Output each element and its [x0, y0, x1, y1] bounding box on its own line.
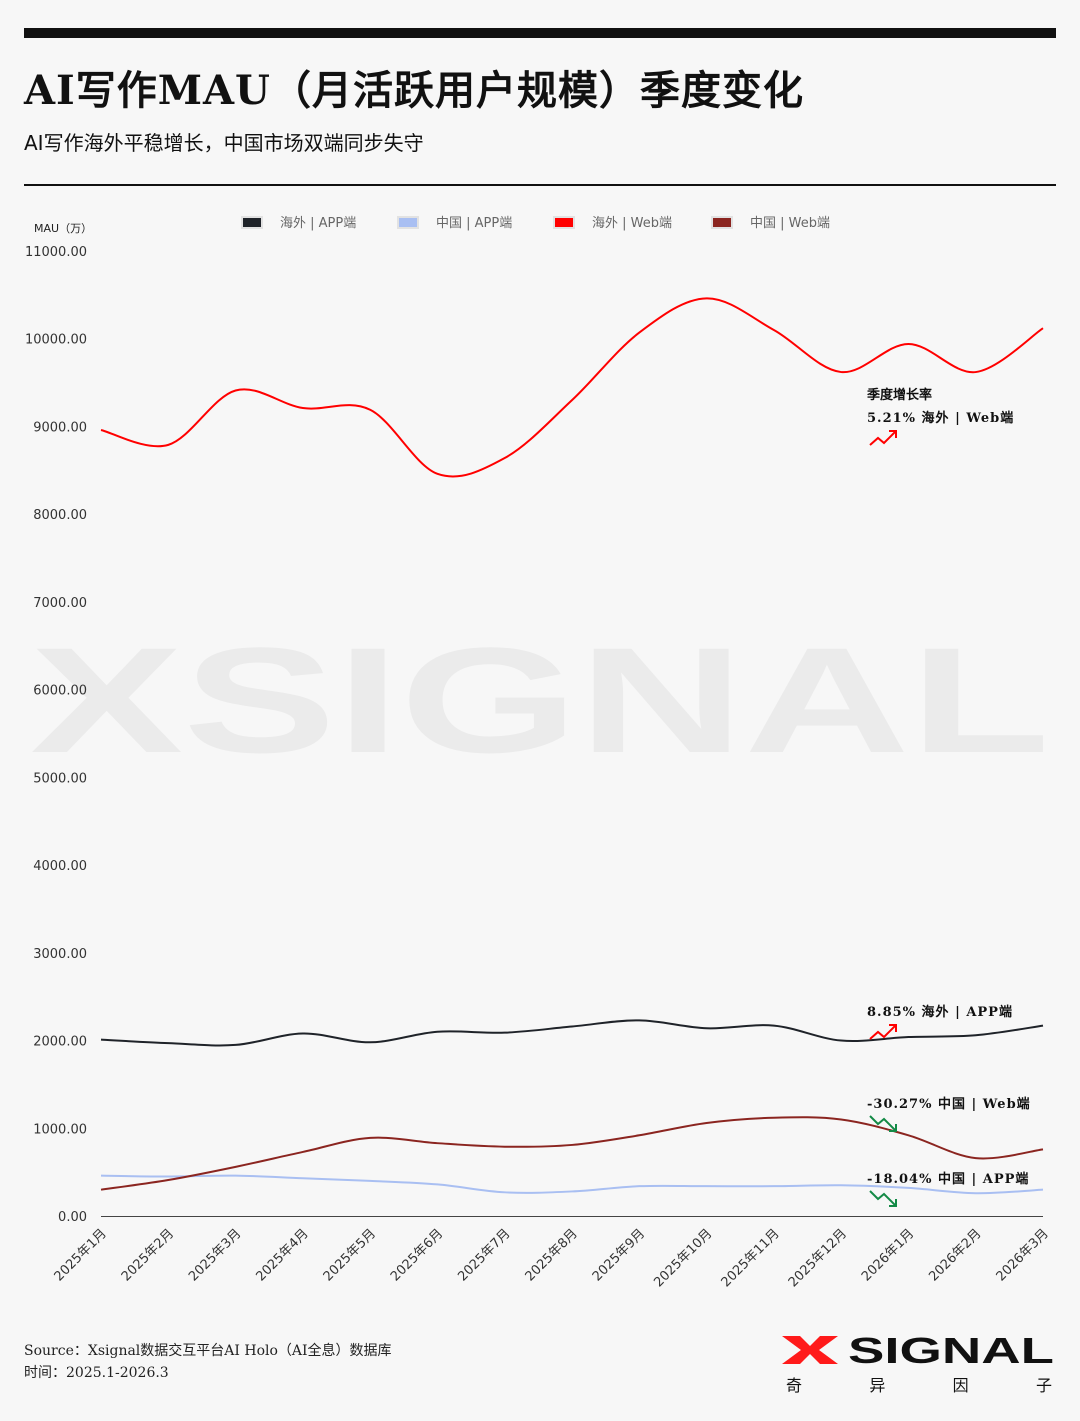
trend-up-icon: [869, 1024, 897, 1040]
arrow-head-icon: [889, 1124, 897, 1132]
watermark: XSIGNAL: [30, 616, 1050, 784]
x-tick-label: 2025年7月: [455, 1226, 513, 1284]
x-tick-label: 2025年8月: [523, 1226, 581, 1284]
legend-swatch: [397, 216, 419, 229]
x-tick-label: 2025年6月: [388, 1226, 446, 1284]
x-tick-label: 2025年5月: [321, 1226, 379, 1284]
logo-mark: SIGNAL: [782, 1330, 1054, 1371]
arrow-head-icon: [889, 430, 897, 438]
x-axis: 2025年1月 2025年2月 2025年3月 2025年4月 2025年5月 2025年…: [52, 1226, 1052, 1290]
y-tick-label: 10000.00: [25, 333, 87, 348]
divider: [24, 184, 1056, 186]
trend-down-icon: [869, 1115, 897, 1132]
page-title: AI写作MAU（月活跃用户规模）季度变化: [24, 67, 804, 114]
legend-label: 中国 | APP端: [436, 216, 512, 231]
y-tick-label: 11000.00: [25, 245, 87, 260]
logo-char: 子: [1035, 1376, 1052, 1395]
y-axis-label: MAU（万）: [34, 222, 92, 235]
y-tick-label: 4000.00: [33, 859, 87, 874]
y-axis: 0.00 1000.00 2000.00 3000.00 4000.00 5000.00 6…: [25, 245, 87, 1225]
series-lines: [100, 297, 1044, 1195]
logo-char: 因: [952, 1376, 969, 1395]
annotation-text: -18.04% 中国 | APP端: [867, 1171, 1029, 1187]
x-tick-label: 2025年11月: [719, 1226, 783, 1290]
x-tick-label: 2025年2月: [119, 1226, 177, 1284]
x-tick-label: 2026年1月: [859, 1226, 917, 1284]
x-tick-label: 2025年12月: [786, 1226, 850, 1290]
y-tick-label: 7000.00: [33, 596, 87, 611]
svg-text:SIGNAL: SIGNAL: [848, 1334, 1054, 1366]
x-tick-label: 2026年2月: [926, 1226, 984, 1284]
y-tick-label: 0.00: [58, 1210, 87, 1225]
y-tick-label: 8000.00: [33, 508, 87, 523]
legend-label: 海外 | APP端: [280, 216, 356, 231]
y-tick-label: 5000.00: [33, 771, 87, 786]
annotation-text: 5.21% 海外 | Web端: [867, 410, 1014, 426]
series-line: [100, 1019, 1044, 1047]
source-text: Source：Xsignal数据交互平台AI Holo（AI全息）数据库: [24, 1343, 392, 1359]
annotation-text: -30.27% 中国 | Web端: [867, 1096, 1031, 1112]
legend-swatch: [553, 216, 575, 229]
y-tick-label: 3000.00: [33, 947, 87, 962]
watermark-text: XSIGNAL: [30, 616, 1050, 784]
legend-label: 中国 | Web端: [750, 216, 830, 231]
annotation-text: 8.85% 海外 | APP端: [867, 1004, 1013, 1020]
series-line: [100, 297, 1044, 478]
growth-annotations: 季度增长率 5.21% 海外 | Web端 8.85% 海外 | APP端 -30.2…: [866, 387, 1031, 1207]
legend-label: 海外 | Web端: [592, 216, 672, 231]
y-tick-label: 2000.00: [33, 1035, 87, 1050]
time-text: 时间：2025.1-2026.3: [24, 1365, 169, 1381]
x-tick-label: 2025年1月: [52, 1226, 110, 1284]
xsignal-logo: SIGNAL 奇 异 因 子: [782, 1330, 1056, 1396]
legend: 海外 | APP端 中国 | APP端 海外 | Web端 中国 | Web端: [241, 216, 830, 231]
logo-char: 奇: [786, 1376, 803, 1395]
legend-swatch: [711, 216, 733, 229]
arrow-head-icon: [889, 1199, 897, 1207]
logo-subtitle: 奇 异 因 子: [782, 1372, 1056, 1396]
page-subtitle: AI写作海外平稳增长，中国市场双端同步失守: [24, 131, 424, 155]
logo-char: 异: [869, 1376, 886, 1395]
x-tick-label: 2025年3月: [186, 1226, 244, 1284]
legend-swatch: [241, 216, 263, 229]
series-line: [100, 1116, 1044, 1191]
x-tick-label: 2025年9月: [590, 1226, 648, 1284]
y-tick-label: 1000.00: [33, 1122, 87, 1137]
x-tick-label: 2026年3月: [994, 1226, 1052, 1284]
annotation-heading: 季度增长率: [866, 387, 932, 403]
series-line: [100, 1174, 1044, 1195]
y-tick-label: 9000.00: [33, 420, 87, 435]
x-tick-label: 2025年4月: [253, 1226, 311, 1284]
x-tick-label: 2025年10月: [651, 1226, 715, 1290]
y-tick-label: 6000.00: [33, 684, 87, 699]
trend-up-icon: [869, 430, 897, 446]
arrow-head-icon: [889, 1024, 897, 1032]
trend-down-icon: [869, 1190, 897, 1207]
top-bar: [24, 28, 1056, 38]
